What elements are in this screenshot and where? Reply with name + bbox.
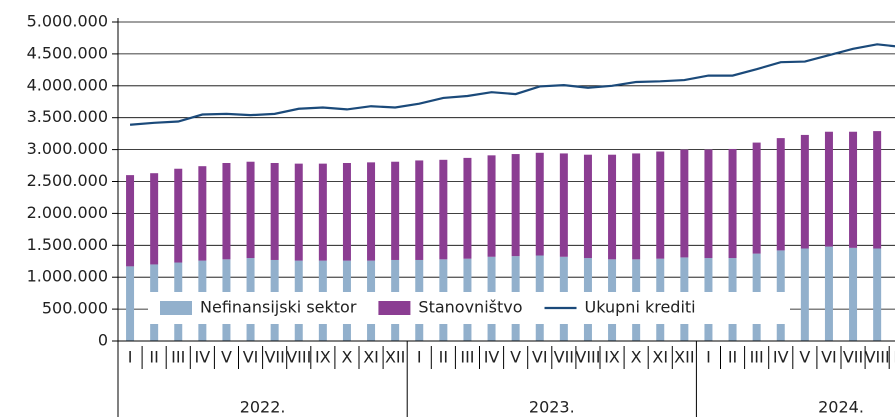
legend-swatch [378,301,411,315]
bar-segment [367,162,376,261]
bar-segment [126,175,135,267]
x-tick-label: VIII [575,348,600,367]
bar-segment [873,248,882,341]
x-tick-label: IV [195,348,211,367]
x-tick-label: VI [243,348,259,367]
x-tick-label: X [631,348,642,367]
x-tick-label: IX [893,348,895,367]
x-tick-label: VII [554,348,574,367]
x-tick-label: XI [363,348,379,367]
x-tick-label: IV [484,348,500,367]
group-label: 2024. [818,398,864,417]
bar-segment [174,168,183,263]
bar-segment [222,162,231,260]
bar-segment [535,152,544,256]
x-tick-label: X [341,348,352,367]
bar-segment [439,159,448,260]
bar-segment [150,173,159,265]
bar-segment [270,162,279,260]
bar-segment [559,153,568,257]
bar-segment [198,166,207,261]
x-tick-label: I [128,348,133,367]
bar-segment [342,162,351,261]
bar-segment [511,154,520,257]
y-tick-label: 2.000.000 [27,203,108,222]
y-tick-label: 3.000.000 [27,139,108,158]
bar-segment [391,161,400,260]
bar-segment [800,134,809,249]
x-tick-label: IX [315,348,331,367]
bar-segment [318,163,327,261]
x-tick-label: VIII [286,348,311,367]
x-tick-label: XII [674,348,694,367]
x-tick-label: III [460,348,474,367]
bar-segment [824,246,833,341]
x-tick-label: II [149,348,158,367]
x-tick-label: II [439,348,448,367]
line [129,43,895,126]
x-tick-label: III [171,348,185,367]
y-tick-label: 4.000.000 [27,75,108,94]
y-tick-label: 4.500.000 [27,43,108,62]
x-tick-label: VI [532,348,548,367]
x-tick-label: II [728,348,737,367]
x-tick-label: III [750,348,764,367]
group-label: 2022. [240,398,286,417]
x-tick-label: VIII [865,348,890,367]
x-tick-label: I [706,348,711,367]
bar-segment [656,151,665,259]
bar-segment [728,148,737,259]
bar-segment [126,266,135,341]
bar-segment [776,138,785,251]
bar-segment [487,155,496,257]
x-tick-label: I [417,348,422,367]
group-label: 2023. [529,398,575,417]
bar-segment [849,131,858,248]
bar-segment [800,248,809,341]
bar-segment [849,247,858,341]
x-tick-label: XI [652,348,668,367]
y-tick-label: 0 [98,331,108,350]
bar-segment [680,149,689,258]
x-tick-label: IX [604,348,620,367]
bar-segment [608,154,617,260]
y-tick-label: 1.000.000 [27,267,108,286]
y-tick-label: 2.500.000 [27,171,108,190]
x-tick-label: V [510,348,521,367]
bar-segment [632,153,641,260]
x-tick-label: VII [264,348,284,367]
bar-segment [463,157,472,259]
y-tick-label: 5.000.000 [27,12,108,31]
bar-segment [824,131,833,247]
bar-segment [752,142,761,254]
bar-segment [873,131,882,249]
x-tick-label: VII [843,348,863,367]
x-tick-label: XII [385,348,405,367]
x-tick-label: V [799,348,810,367]
bar-segment [704,149,713,259]
legend-label: Stanovništvo [418,298,522,317]
y-tick-label: 3.500.000 [27,107,108,126]
y-tick-label: 500.000 [42,299,108,318]
bar-segment [415,160,424,260]
bar-segment [294,163,303,261]
legend-label: Nefinansijski sektor [200,298,357,317]
x-tick-label: IV [773,348,789,367]
bar-segment [583,154,592,259]
legend-swatch [160,301,192,315]
x-tick-label: VI [821,348,837,367]
legend-label: Ukupni krediti [585,298,696,317]
bar-segment [246,161,255,259]
legend-box [148,292,790,324]
x-tick-label: V [221,348,232,367]
y-tick-label: 1.500.000 [27,235,108,254]
